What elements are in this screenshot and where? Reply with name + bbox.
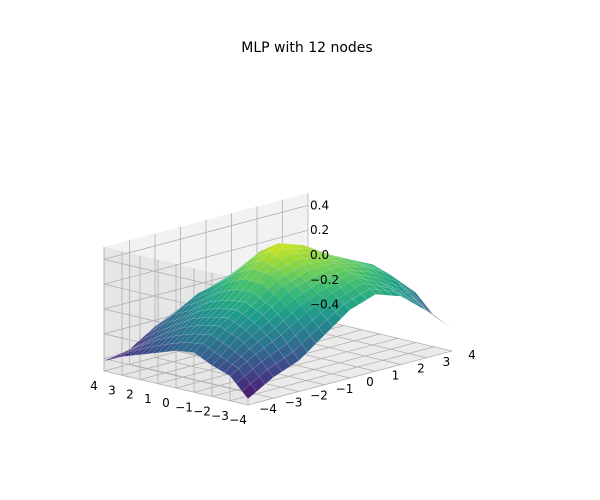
y-tick-label: −4: [259, 402, 277, 416]
y-tick-label: 4: [468, 348, 476, 362]
surface-patch: [138, 338, 154, 347]
surface-patch: [234, 342, 250, 357]
y-tick-label: −1: [336, 382, 354, 396]
surface-patch: [250, 297, 266, 311]
surface-patch: [394, 291, 410, 302]
x-tick-label: 0: [162, 396, 170, 410]
surface-patch: [318, 319, 334, 336]
surface-patch: [257, 245, 273, 257]
surface-patch: [327, 259, 343, 264]
x-tick-label: 3: [108, 383, 116, 397]
surface-patch: [310, 261, 326, 269]
surface-patch: [267, 363, 283, 378]
surface-patch: [306, 305, 322, 321]
surface-patch: [251, 248, 267, 260]
surface-patch: [190, 334, 206, 344]
floor-grid-line: [103, 370, 249, 406]
surface-patch: [127, 348, 143, 357]
y-tick-label: 1: [392, 368, 400, 382]
z-tick-label: −0.2: [310, 273, 339, 287]
surface-patch: [252, 361, 268, 378]
surface-patch: [294, 244, 311, 250]
surface-patch: [152, 318, 168, 331]
surface-patch: [235, 376, 251, 392]
surface-patch: [296, 281, 312, 294]
surface-patch: [292, 343, 308, 361]
back-grid-line: [103, 205, 309, 260]
z-tick-label: 0.2: [310, 223, 329, 237]
surface-patch: [163, 342, 179, 353]
surface-patch: [260, 321, 276, 336]
surface-patch: [328, 273, 344, 284]
surface-patch: [250, 376, 266, 392]
y-tick-label: −3: [285, 395, 303, 409]
y-tick-label: 2: [417, 362, 425, 376]
surface-patch: [324, 262, 340, 270]
surface-patch: [229, 368, 245, 384]
floor-grid-line: [154, 357, 300, 392]
surface-patch: [420, 304, 436, 317]
surface-patch: [121, 350, 137, 357]
surface-patch: [157, 343, 173, 353]
z-tick-label: −0.4: [310, 298, 339, 312]
surface-patch: [369, 265, 385, 272]
x-tick-label: −3: [211, 409, 229, 423]
y-tick-label: −2: [310, 389, 328, 403]
surface-patch: [255, 347, 271, 363]
x-tick-label: 4: [90, 379, 98, 393]
y-tick-label: 3: [443, 355, 451, 369]
surface-patch: [303, 319, 319, 336]
surface-patch: [289, 253, 305, 261]
surface-patch: [236, 258, 252, 271]
surface-patch: [133, 347, 149, 356]
surface-patch: [393, 284, 409, 295]
x-tick-label: 1: [144, 392, 152, 406]
surface-patch: [197, 309, 213, 319]
surface-patch: [207, 281, 223, 294]
surface-patch: [258, 369, 274, 385]
surface-patch: [145, 345, 161, 355]
surface-patch: [255, 272, 271, 285]
surface-patch: [246, 354, 262, 370]
z-tick-label: 0.4: [310, 198, 329, 212]
surface-patch: [318, 259, 334, 266]
side-grid-line: [103, 358, 249, 393]
surface-patch: [254, 251, 270, 263]
surface-patch: [256, 302, 272, 315]
x-tick-label: 2: [126, 388, 134, 402]
surface-patch: [262, 306, 278, 322]
surface-patch: [181, 342, 197, 353]
surface-patch: [238, 361, 254, 377]
surface-patch: [135, 335, 151, 347]
y-tick-label: 0: [366, 375, 374, 389]
back-grid-line: [103, 229, 309, 285]
surface-patch: [191, 309, 207, 320]
x-tick-label: −4: [229, 413, 247, 427]
chart-title: MLP with 12 nodes: [241, 40, 372, 56]
x-tick-label: −2: [193, 405, 211, 419]
surface-patch: [280, 327, 296, 344]
z-tick-label: 0.0: [310, 248, 329, 262]
surface-patch: [285, 298, 301, 314]
surface-patch: [199, 347, 215, 362]
surface-patch: [241, 383, 257, 400]
surface-patch: [169, 342, 185, 352]
surface-patch: [388, 287, 404, 297]
surface-patch: [244, 368, 260, 385]
surface-patch: [166, 307, 182, 319]
surface-patch: [350, 263, 366, 267]
surface-patch: [203, 308, 219, 318]
surface-mesh: [103, 242, 453, 400]
x-tick-label: −1: [175, 400, 193, 414]
